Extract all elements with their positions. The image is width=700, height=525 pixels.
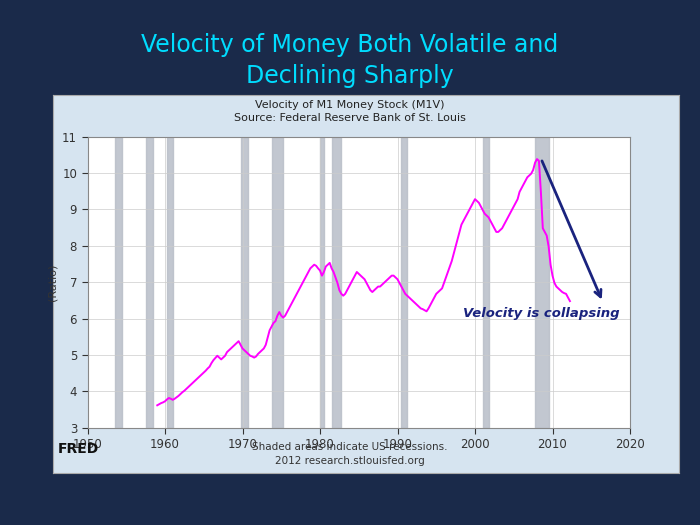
Bar: [320, 136, 324, 428]
Text: 2012 research.stlouisfed.org: 2012 research.stlouisfed.org: [275, 456, 425, 466]
Text: FRED: FRED: [57, 442, 99, 456]
Bar: [241, 136, 248, 428]
Bar: [115, 136, 122, 428]
Bar: [401, 136, 407, 428]
Text: Declining Sharply: Declining Sharply: [246, 64, 454, 88]
Bar: [167, 136, 173, 428]
Text: Shaded areas indicate US recessions.: Shaded areas indicate US recessions.: [252, 442, 448, 453]
Bar: [272, 136, 284, 428]
Text: Velocity is collapsing: Velocity is collapsing: [463, 307, 620, 320]
Bar: [535, 136, 549, 428]
Bar: [483, 136, 489, 428]
Y-axis label: (Ratio): (Ratio): [48, 264, 58, 301]
Text: Source: Federal Reserve Bank of St. Louis: Source: Federal Reserve Bank of St. Loui…: [234, 113, 466, 123]
Bar: [146, 136, 153, 428]
Bar: [332, 136, 342, 428]
Text: Velocity of M1 Money Stock (M1V): Velocity of M1 Money Stock (M1V): [256, 100, 444, 110]
Text: Velocity of Money Both Volatile and: Velocity of Money Both Volatile and: [141, 33, 559, 57]
